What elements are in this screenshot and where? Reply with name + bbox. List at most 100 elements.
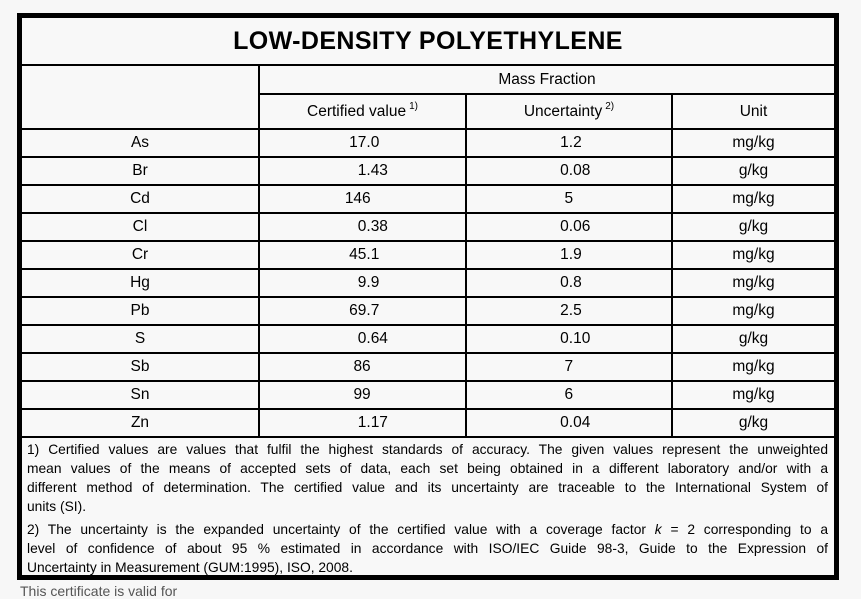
fraction-part — [573, 386, 670, 404]
integer-part: 99 — [353, 386, 371, 403]
decimal-aligned-number: 86 — [261, 358, 464, 376]
col-header-uncertainty-label: Uncertainty — [523, 102, 603, 120]
footnote-ref-2: 2) — [605, 101, 615, 113]
integer-part: 1. — [357, 162, 371, 179]
fraction-part: 64 — [370, 330, 388, 347]
table-row: Br 1. 43 0. 08 g/kg — [22, 156, 834, 186]
integer-part: 146 — [344, 190, 371, 207]
footnotes: 1) Certified values are values that fulf… — [22, 438, 834, 575]
footnote-line: 2) The uncertainty is the expanded uncer… — [27, 520, 828, 539]
uncertainty-cell: 0. 10 — [465, 324, 673, 354]
integer-part: 45. — [349, 246, 371, 263]
uncertainty-cell: 0. 08 — [465, 156, 673, 186]
mass-fraction-header: Mass Fraction — [258, 66, 834, 95]
footnote-text: 2) The uncertainty is the expanded uncer… — [27, 522, 655, 537]
certified-value-cell: 17. 0 — [258, 129, 467, 158]
element-cell: Sb — [22, 352, 260, 382]
mass-fraction-row: Mass Fraction — [22, 66, 834, 130]
integer-part: 1. — [357, 414, 371, 431]
fraction-part: 06 — [573, 218, 591, 235]
integer-part: 7 — [564, 358, 574, 375]
unit-cell: g/kg — [671, 324, 834, 354]
element-cell: Cd — [22, 184, 260, 214]
decimal-aligned-number: 1. 17 — [261, 414, 464, 432]
element-cell: Cl — [22, 212, 260, 242]
corner-cell — [22, 66, 260, 130]
decimal-aligned-number: 0. 10 — [468, 330, 670, 348]
certified-value-cell: 146 — [258, 184, 467, 214]
footnote-ref-1: 1) — [409, 101, 418, 113]
element-cell: Hg — [22, 268, 260, 298]
decimal-aligned-number: 99 — [261, 386, 464, 404]
fraction-part — [573, 358, 670, 376]
table-row: Cl 0. 38 0. 06 g/kg — [22, 212, 834, 242]
element-cell: Zn — [22, 408, 260, 438]
uncertainty-cell: 6 — [465, 380, 673, 410]
decimal-aligned-number: 0. 06 — [468, 218, 670, 236]
decimal-aligned-number: 9. 9 — [261, 274, 464, 292]
integer-part: 2. — [560, 302, 574, 319]
footnote-1: 1) Certified values are values that fulf… — [27, 440, 828, 516]
footnote-text: Uncertainty in Measurement (GUM:1995), I… — [27, 560, 353, 575]
decimal-aligned-number: 0. 38 — [261, 218, 464, 236]
unit-cell: g/kg — [671, 156, 834, 186]
element-cell: As — [22, 129, 260, 158]
col-header-uncertainty: Uncertainty 2) — [465, 93, 673, 130]
fraction-part — [573, 190, 670, 208]
table-row: Sn 99 6 mg/kg — [22, 380, 834, 410]
unit-cell: mg/kg — [671, 129, 834, 158]
certificate-box: LOW-DENSITY POLYETHYLENE Mass Fraction C… — [17, 13, 839, 580]
integer-part: 17. — [349, 134, 371, 151]
footnote-text: units (SI). — [27, 499, 87, 514]
decimal-aligned-number: 2. 5 — [468, 302, 670, 320]
footnote-line: units (SI). — [27, 497, 828, 516]
decimal-aligned-number: 1. 9 — [468, 246, 670, 264]
column-header-row: Certified value 1) Uncertainty 2) Unit — [22, 93, 834, 130]
table-row: Hg 9. 9 0. 8 mg/kg — [22, 268, 834, 298]
footnote-line: 1) Certified values are values that fulf… — [27, 440, 828, 459]
uncertainty-cell: 0. 04 — [465, 408, 673, 438]
fraction-part: 8 — [573, 274, 582, 291]
table-header-rows: Mass Fraction Certified value 1) Uncertai… — [22, 66, 834, 130]
integer-part: 6 — [564, 386, 574, 403]
certified-value-cell: 9. 9 — [258, 268, 467, 298]
footnote-text: = 2 corresponding to a — [661, 522, 828, 537]
integer-part: 0. — [357, 330, 371, 347]
fraction-part: 9 — [370, 274, 380, 291]
decimal-aligned-number: 0. 64 — [261, 330, 464, 348]
fraction-part: 17 — [370, 414, 388, 431]
integer-part: 0. — [560, 218, 574, 235]
uncertainty-cell: 1. 9 — [465, 240, 673, 270]
footnote-text: mean values of the means of accepted set… — [27, 461, 828, 476]
footnote-text: level of confidence of about 95 % estima… — [27, 541, 828, 556]
integer-part: 9. — [357, 274, 371, 291]
fraction-part — [371, 358, 464, 376]
table-row: S 0. 64 0. 10 g/kg — [22, 324, 834, 354]
certified-value-cell: 1. 43 — [258, 156, 467, 186]
decimal-aligned-number: 1. 43 — [261, 162, 464, 180]
integer-part: 0. — [560, 414, 574, 431]
footnote-text: 1) Certified values are values that fulf… — [27, 442, 828, 457]
unit-cell: g/kg — [671, 212, 834, 242]
table-row: Sb 86 7 mg/kg — [22, 352, 834, 382]
uncertainty-cell: 7 — [465, 352, 673, 382]
unit-cell: mg/kg — [671, 296, 834, 326]
footnote-line: Uncertainty in Measurement (GUM:1995), I… — [27, 558, 828, 575]
table-row: Zn 1. 17 0. 04 g/kg — [22, 408, 834, 438]
uncertainty-cell: 2. 5 — [465, 296, 673, 326]
table-row: Pb 69. 7 2. 5 mg/kg — [22, 296, 834, 326]
decimal-aligned-number: 1. 2 — [468, 134, 670, 152]
fraction-part — [371, 386, 464, 404]
certified-value-cell: 0. 64 — [258, 324, 467, 354]
uncertainty-cell: 0. 8 — [465, 268, 673, 298]
integer-part: 86 — [353, 358, 371, 375]
integer-part: 0. — [560, 330, 574, 347]
table-body: As 17. 0 1. 2 mg/kg Br 1. 43 0. 08 g/kg Cd 146 5 mg/kg C… — [22, 129, 834, 438]
decimal-aligned-number: 45. 1 — [261, 246, 464, 264]
certified-value-cell: 86 — [258, 352, 467, 382]
decimal-aligned-number: 6 — [468, 386, 670, 404]
bottom-note: This certificate is valid for — [20, 583, 178, 599]
uncertainty-cell: 1. 2 — [465, 129, 673, 158]
col-header-unit: Unit — [671, 93, 834, 130]
element-cell: Pb — [22, 296, 260, 326]
